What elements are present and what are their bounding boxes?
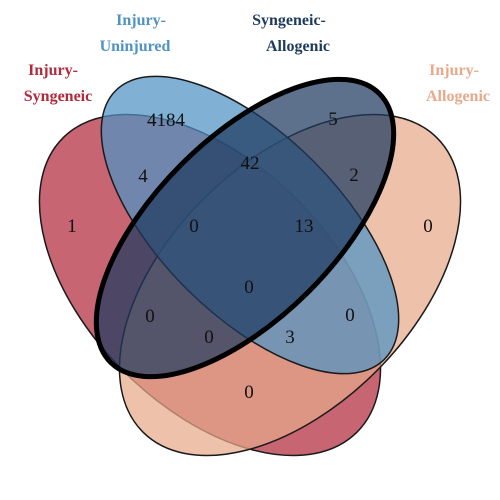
- set-label-syngeneic-allogenic: Syngeneic- Allogenic: [252, 12, 330, 55]
- set-label-injury-allogenic: Injury- Allogenic: [426, 62, 490, 105]
- count-uninjured-and-syngeneic-allogenic: 42: [241, 153, 260, 174]
- count-injury-syngeneic-only: 1: [67, 216, 77, 237]
- region-counts: 4184 5 4 42 2 1 0 13 0 0 0 0 0 3 0: [67, 109, 433, 403]
- count-syngeneic-synallo-allogenic: 0: [204, 327, 214, 348]
- count-all-four: 0: [244, 277, 254, 298]
- set-ellipse-syngeneic-allogenic: [93, 76, 397, 380]
- set-label-injury-uninjured: Injury- Uninjured: [100, 12, 171, 55]
- count-injury-syngeneic-and-uninjured: 4: [138, 166, 148, 187]
- count-injury-syngeneic-and-injury-allogenic: 0: [244, 382, 254, 403]
- set-label-injury-syngeneic: Injury- Syngeneic: [24, 62, 92, 105]
- count-injury-uninjured-only: 4184: [147, 110, 186, 131]
- count-syngeneic-allogenic-and-injury-allogenic: 2: [349, 165, 359, 186]
- count-uninjured-and-injury-allogenic: 0: [345, 305, 355, 326]
- venn-shapes: [38, 75, 462, 457]
- count-injury-allogenic-only: 0: [423, 216, 433, 237]
- count-syngeneic-uninjured-allogenic: 3: [285, 327, 295, 348]
- count-syngeneic-allogenic-only: 5: [328, 109, 338, 130]
- count-injury-syngeneic-and-synallo: 0: [145, 306, 155, 327]
- count-syngeneic-uninjured-synallo: 0: [189, 216, 199, 237]
- count-uninjured-synallo-allogenic: 13: [295, 216, 314, 237]
